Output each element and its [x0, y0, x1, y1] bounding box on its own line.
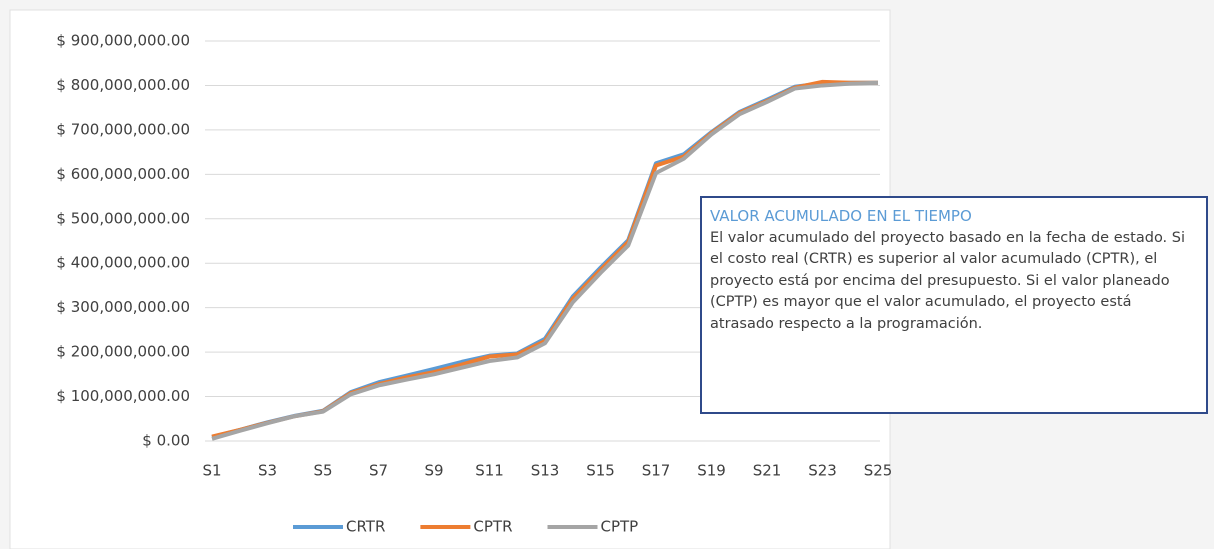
- x-tick-label: S1: [202, 462, 221, 480]
- x-tick-label: S5: [313, 462, 332, 480]
- x-tick-label: S15: [586, 462, 615, 480]
- legend-label: CPTR: [473, 518, 512, 536]
- x-tick-label: S3: [258, 462, 277, 480]
- y-tick-label: $ 500,000,000.00: [56, 209, 190, 227]
- x-tick-label: S23: [808, 462, 837, 480]
- x-tick-label: S19: [697, 462, 726, 480]
- annotation-box: VALOR ACUMULADO EN EL TIEMPO El valor ac…: [700, 196, 1208, 414]
- x-tick-label: S25: [864, 462, 893, 480]
- x-tick-label: S13: [531, 462, 560, 480]
- y-tick-label: $ 400,000,000.00: [56, 254, 190, 272]
- y-tick-label: $ 700,000,000.00: [56, 120, 190, 138]
- annotation-text: El valor acumulado del proyecto basado e…: [710, 229, 1186, 332]
- x-tick-label: S11: [475, 462, 504, 480]
- x-tick-label: S21: [753, 462, 782, 480]
- y-tick-label: $ 800,000,000.00: [56, 76, 190, 94]
- series-line: [211, 80, 879, 441]
- y-tick-label: $ 600,000,000.00: [56, 165, 190, 183]
- legend-label: CRTR: [346, 518, 385, 536]
- x-tick-label: S7: [369, 462, 388, 480]
- y-tick-label: $ 300,000,000.00: [56, 298, 190, 316]
- y-tick-label: $ 200,000,000.00: [56, 343, 190, 361]
- x-tick-label: S17: [642, 462, 671, 480]
- x-tick-label: S9: [424, 462, 443, 480]
- legend-label: CPTP: [601, 518, 639, 536]
- annotation-title: VALOR ACUMULADO EN EL TIEMPO: [710, 207, 972, 225]
- y-tick-label: $ 900,000,000.00: [56, 32, 190, 50]
- y-tick-label: $ 100,000,000.00: [56, 387, 190, 405]
- y-tick-label: $ 0.00: [142, 432, 190, 450]
